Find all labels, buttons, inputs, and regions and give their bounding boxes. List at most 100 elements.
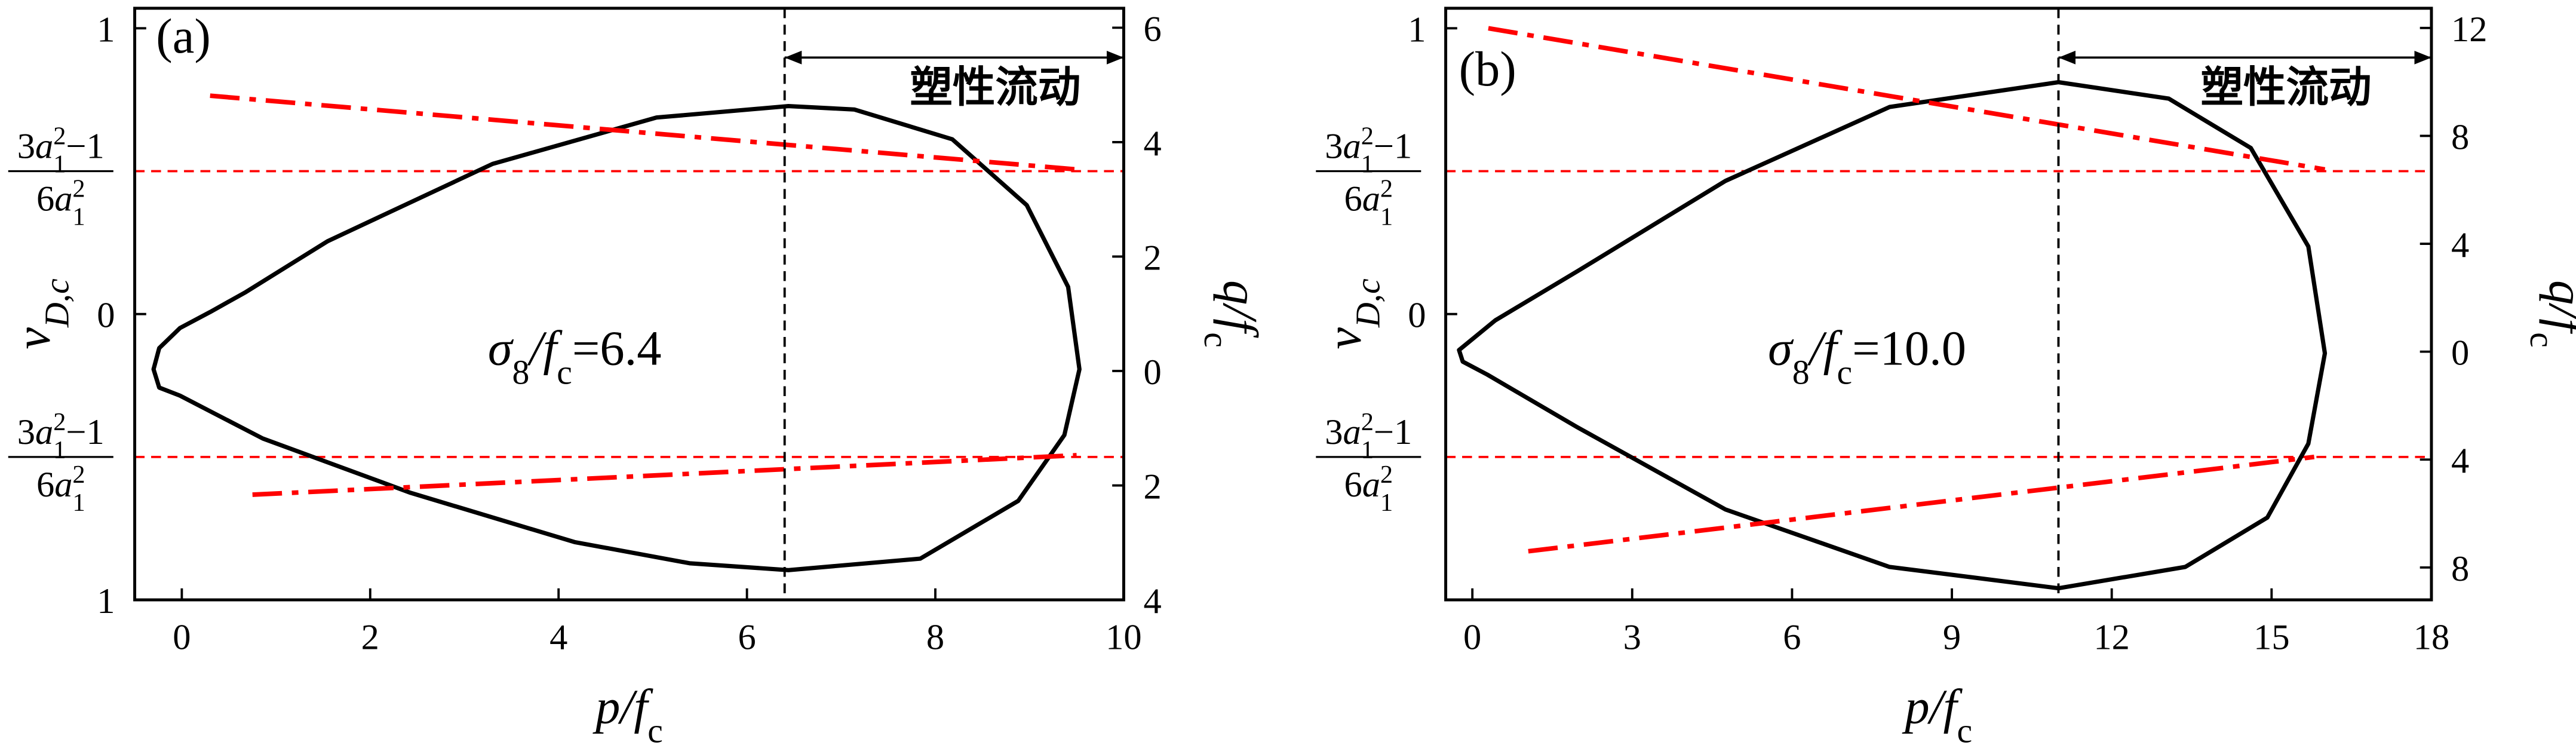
text-part: −1 <box>66 412 104 452</box>
text-part: a <box>1343 412 1361 452</box>
text-part: 1 <box>1361 436 1374 464</box>
text-part: 1 <box>1380 488 1393 516</box>
text-part: 3 <box>1325 126 1343 166</box>
text-part: −1 <box>1374 412 1412 452</box>
y-tick-label: 0 <box>1408 296 1426 336</box>
y2-tick-label: 2 <box>1143 238 1161 278</box>
fraction-denominator: 6a12 <box>36 460 85 516</box>
series-line <box>1488 26 2326 172</box>
text-part: a <box>1362 465 1380 505</box>
y2-tick-label: 0 <box>2451 333 2469 373</box>
text-part: v <box>1316 327 1371 349</box>
text-part: 6 <box>36 465 54 505</box>
text-part: 2 <box>1361 122 1374 150</box>
x-tick-label: 4 <box>549 618 567 658</box>
y2-tick-label: 8 <box>2451 117 2469 157</box>
fraction-denominator: 6a12 <box>1344 460 1393 516</box>
text-part: 6 <box>36 179 54 219</box>
y-tick-label: 0 <box>97 296 115 336</box>
text-part: a <box>35 412 53 452</box>
y-axis-label: vD,c <box>5 278 76 349</box>
text-part: 2 <box>1380 460 1393 488</box>
text-part: 2 <box>72 174 85 203</box>
text-part: 1 <box>72 203 85 231</box>
text-part: =6.4 <box>572 321 662 376</box>
text-part: p/f <box>1902 679 1963 734</box>
text-part: σ <box>488 321 514 376</box>
series-line <box>1457 79 2328 591</box>
x-tick-label: 15 <box>2253 618 2290 658</box>
x-tick-label: 9 <box>1943 618 1961 658</box>
text-part: 1 <box>53 150 66 178</box>
plot-frame <box>133 7 1125 602</box>
text-part: 2 <box>53 407 66 436</box>
fraction-numerator: 3a12−1 <box>1325 122 1412 178</box>
text-part: 1 <box>1361 150 1374 178</box>
x-tick-label: 6 <box>1783 618 1801 658</box>
panel-label: (a) <box>156 8 211 63</box>
y2-tick-label: 12 <box>2451 10 2488 50</box>
text-part: 3 <box>17 412 35 452</box>
text-part: −1 <box>1374 126 1412 166</box>
x-tick-label: 12 <box>2093 618 2130 658</box>
flow-label: 塑性流动 <box>2200 63 2371 112</box>
series-line <box>210 93 1077 172</box>
fraction-numerator: 3a12−1 <box>1325 407 1412 464</box>
x-tick-label: 18 <box>2414 618 2450 658</box>
text-part: 2 <box>72 460 85 488</box>
y2-tick-label: 0 <box>1143 352 1161 393</box>
text-part: 6 <box>1344 465 1362 505</box>
y-tick-label: 1 <box>97 581 115 621</box>
text-part: v <box>5 327 60 349</box>
y2-tick-label: 8 <box>2451 549 2469 589</box>
text-part: p/f <box>592 679 653 734</box>
x-tick-label: 3 <box>1623 618 1641 658</box>
y2-tick-label: 6 <box>1143 9 1161 49</box>
text-part: σ <box>1768 321 1794 376</box>
text-part: 1 <box>1380 203 1393 231</box>
text-part: c <box>1957 712 1972 745</box>
text-part: D,c <box>38 278 76 328</box>
y2-tick-label: 4 <box>1143 124 1161 164</box>
fraction-numerator: 3a12−1 <box>17 407 105 464</box>
text-part: a <box>1343 126 1361 166</box>
annotation: σ8/fc=10.0 <box>1768 321 1966 392</box>
text-part: D,c <box>1349 278 1387 328</box>
text-part: 6 <box>1344 179 1362 219</box>
fraction-numerator: 3a12−1 <box>17 122 105 178</box>
text-part: a <box>1362 179 1380 219</box>
y2-axis-label: q/fc <box>2523 280 2576 348</box>
text-part: c <box>1198 332 1235 348</box>
text-part: 8 <box>1792 354 1810 391</box>
series-line <box>252 453 1077 497</box>
text-part: q/f <box>2539 280 2576 338</box>
x-tick-label: 8 <box>926 618 944 658</box>
fraction-denominator: 6a12 <box>1344 174 1393 231</box>
text-part: 3 <box>1325 412 1343 452</box>
text-part: 8 <box>512 354 530 391</box>
text-part: 3 <box>17 126 35 166</box>
x-axis-label: p/fc <box>592 679 663 745</box>
text-part: 2 <box>1380 174 1393 203</box>
y-axis-label: vD,c <box>1316 278 1387 349</box>
text-part: a <box>54 179 72 219</box>
text-part: c <box>2523 332 2560 348</box>
y2-tick-label: 2 <box>1143 467 1161 507</box>
text-part: a <box>54 465 72 505</box>
series-line <box>151 104 1082 572</box>
text-part: −1 <box>66 126 104 166</box>
plot-frame <box>1444 7 2433 602</box>
x-tick-label: 2 <box>361 618 379 658</box>
text-part: 1 <box>53 436 66 464</box>
x-tick-label: 10 <box>1106 618 1141 658</box>
x-axis-label: p/fc <box>1902 679 1972 745</box>
text-part: c <box>557 354 572 391</box>
y2-tick-label: 4 <box>2451 441 2469 481</box>
x-tick-label: 0 <box>173 618 191 658</box>
text-part: 1 <box>72 488 85 516</box>
text-part: q/f <box>1213 280 1268 338</box>
text-part: =10.0 <box>1852 321 1966 376</box>
y2-tick-label: 4 <box>1143 581 1161 621</box>
series-line <box>1528 455 2315 554</box>
